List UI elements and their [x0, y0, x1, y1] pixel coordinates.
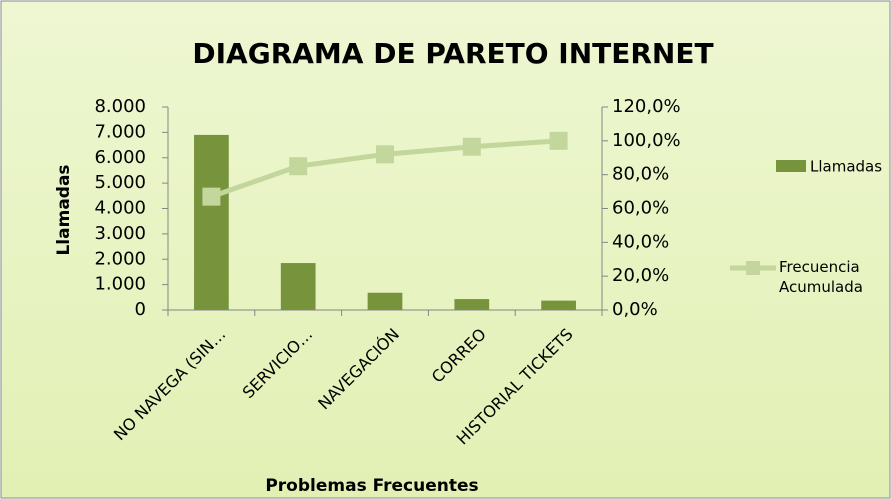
bar: [367, 292, 403, 310]
chart-title: DIAGRAMA DE PARETO INTERNET: [192, 37, 713, 70]
legend-label: Frecuencia Acumulada: [779, 258, 863, 296]
y-tick-label: 3.000: [94, 223, 146, 244]
bar: [454, 299, 490, 310]
y2-tick-label: 100,0%: [612, 130, 681, 151]
y-tick-label: 1.000: [94, 274, 146, 295]
y-tick-label: 0: [135, 299, 146, 320]
y2-tick-label: 40,0%: [612, 231, 669, 252]
y2-tick-label: 20,0%: [612, 265, 669, 286]
x-axis-title: Problemas Frecuentes: [265, 476, 478, 496]
y2-tick-label: 80,0%: [612, 164, 669, 185]
legend-swatch: [776, 160, 806, 172]
y-tick-label: 6.000: [94, 147, 146, 168]
line-marker: [549, 131, 568, 150]
line-marker: [376, 145, 394, 164]
y2-tick-label: 0,0%: [612, 299, 658, 320]
line-marker: [202, 187, 221, 206]
y-tick-label: 4.000: [94, 198, 146, 219]
bar: [280, 263, 316, 310]
y-tick-label: 7.000: [94, 121, 146, 142]
legend-label: Llamadas: [810, 158, 882, 176]
bar: [541, 300, 576, 310]
line-marker: [462, 137, 481, 156]
bar: [194, 134, 229, 310]
line-marker: [289, 157, 308, 176]
y2-tick-label: 60,0%: [612, 198, 669, 219]
y-axis-title: Llamadas: [54, 164, 74, 255]
y2-tick-label: 120,0%: [612, 96, 681, 117]
legend-swatch: [746, 261, 760, 275]
y-tick-label: 2.000: [94, 248, 146, 269]
y-tick-label: 8.000: [94, 96, 146, 117]
y-tick-label: 5.000: [94, 172, 146, 193]
